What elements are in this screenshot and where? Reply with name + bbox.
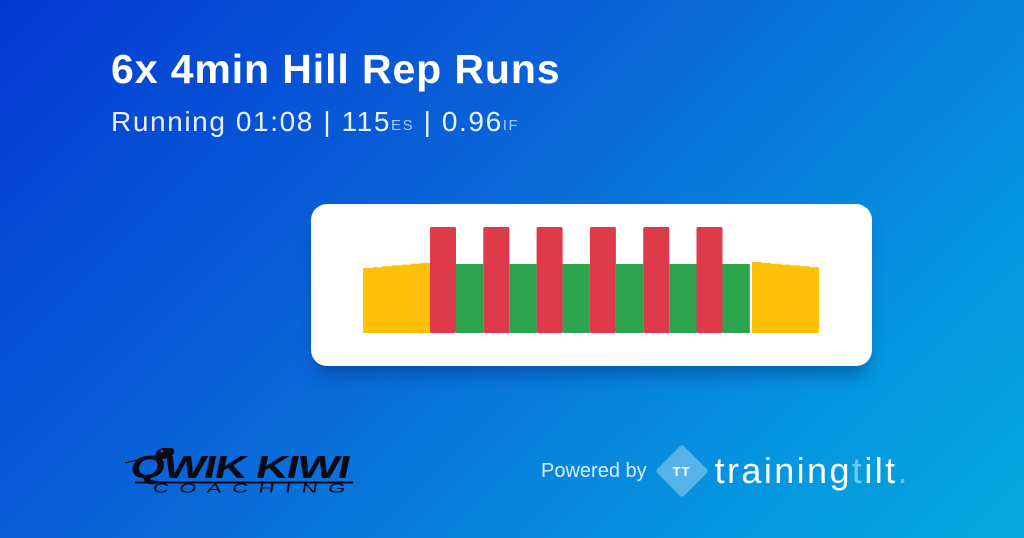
- svg-text:QWIK KIWI: QWIK KIWI: [127, 449, 353, 485]
- svg-text:COACHING: COACHING: [152, 481, 358, 496]
